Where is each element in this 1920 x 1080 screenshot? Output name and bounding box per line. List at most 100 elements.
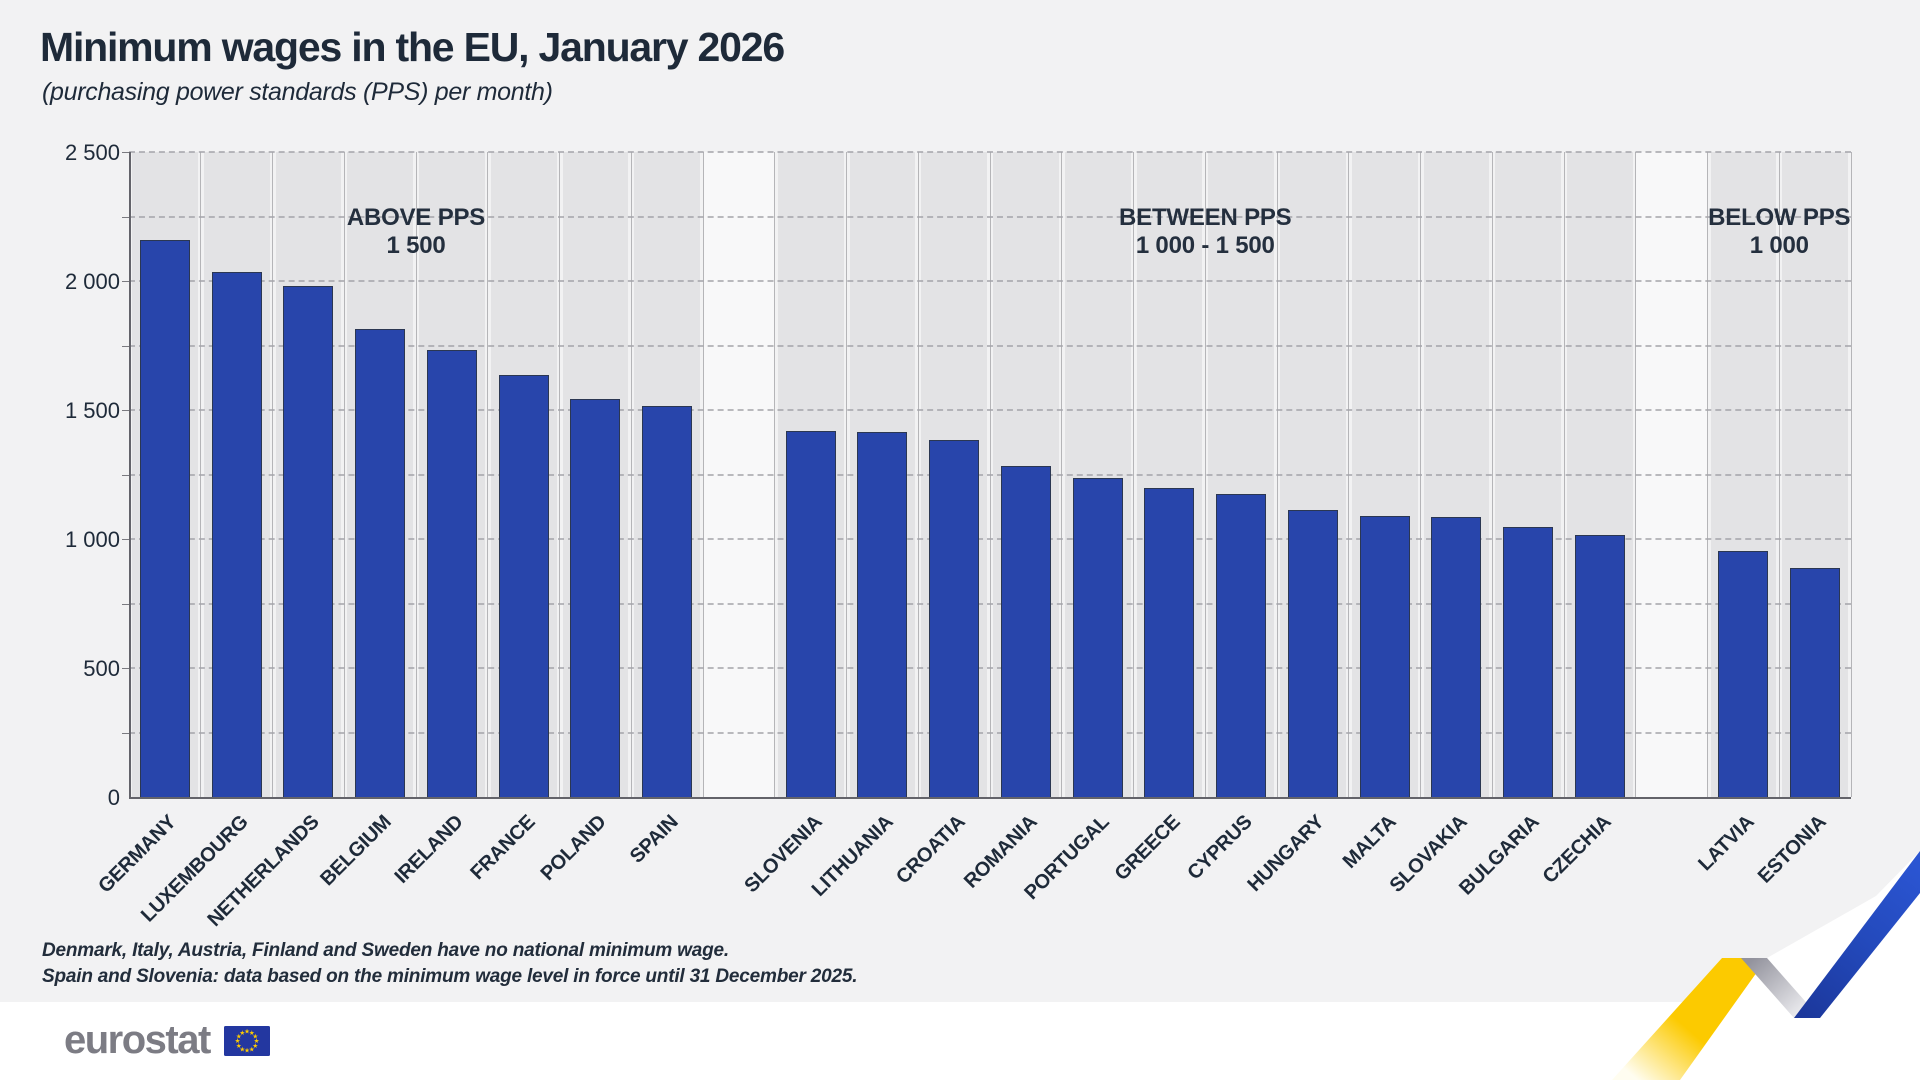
bar-cyprus — [1216, 493, 1267, 797]
bar-hungary — [1287, 509, 1338, 797]
ribbon-blue-segment — [1794, 851, 1920, 1018]
footnote-line-2: Spain and Slovenia: data based on the mi… — [42, 966, 858, 987]
column-separator-line — [1850, 152, 1852, 797]
gridline-2250 — [129, 215, 1851, 218]
country-label-hungary: HUNGARY — [1243, 811, 1329, 897]
bar-slovenia — [785, 430, 836, 797]
bar-chart-plot-area: GERMANY LUXEMBOURG NETHERLANDS BELGIUM IRELA… — [94, 151, 1852, 931]
country-label-spain: SPAIN — [626, 811, 683, 868]
ribbon-yellow-segment — [1612, 958, 1767, 1080]
bar-slovakia — [1431, 516, 1482, 797]
y-axis-tick — [122, 216, 129, 218]
flag-star: ★ — [236, 1041, 242, 1049]
country-label-ireland: IRELAND — [390, 811, 468, 888]
y-axis-tick — [122, 539, 129, 540]
bar-netherlands — [283, 286, 334, 797]
group-label-text: ABOVE PPS — [346, 204, 486, 231]
y-tick-label-1000: 1 000 — [64, 527, 120, 552]
bar-estonia — [1790, 568, 1841, 797]
ribbon-gray-fold — [1741, 958, 1820, 1018]
flag-star: ★ — [239, 1045, 245, 1053]
gridline-2000 — [129, 280, 1851, 282]
bar-czechia — [1574, 534, 1625, 797]
bar-poland — [570, 398, 621, 797]
gridline-2500 — [129, 151, 1851, 153]
country-label-bulgaria: BULGARIA — [1455, 811, 1544, 900]
footnote-line-1: Denmark, Italy, Austria, Finland and Swe… — [42, 940, 729, 961]
country-label-poland: POLAND — [536, 811, 611, 886]
page-subtitle: (purchasing power standards (PPS) per mo… — [42, 78, 553, 106]
flag-star: ★ — [252, 1032, 258, 1040]
bar-spain — [642, 406, 693, 797]
y-tick-label-0: 0 — [107, 785, 120, 810]
page-title: Minimum wages in the EU, January 2026 — [40, 24, 785, 70]
bar-ireland — [426, 350, 477, 797]
country-label-greece: GREECE — [1110, 811, 1185, 886]
group-label-text: BELOW PPS — [1708, 204, 1851, 231]
flag-star: ★ — [239, 1028, 245, 1036]
group-label-0: ABOVE PPS 1 500 — [246, 204, 586, 260]
flag-star: ★ — [249, 1045, 255, 1053]
bar-belgium — [355, 329, 406, 797]
gridline-1500 — [129, 409, 1851, 411]
gridline-1750 — [129, 344, 1851, 347]
eurostat-logo-text: eurostat — [64, 1018, 211, 1062]
bar-lithuania — [857, 432, 908, 797]
country-label-netherlands: NETHERLANDS — [203, 811, 324, 932]
y-axis-tick — [122, 410, 129, 411]
country-label-croatia: CROATIA — [892, 811, 970, 889]
flag-star: ★ — [244, 1046, 250, 1054]
gridline-1000 — [129, 538, 1851, 540]
gridline-1250 — [129, 473, 1851, 476]
group-label-2: BELOW PPS 1 000 — [1609, 204, 1920, 260]
bar-croatia — [929, 440, 980, 797]
y-tick-label-2000: 2 000 — [64, 269, 120, 294]
eurostat-logo: eurostat ★ ★ ★ ★ ★ ★ ★ ★ ★ ★ ★ ★ — [64, 1018, 270, 1063]
eurostat-ribbon-decoration — [1612, 851, 1920, 1080]
gridline-250 — [129, 731, 1851, 734]
bar-greece — [1144, 487, 1195, 797]
country-label-malta: MALTA — [1338, 811, 1401, 873]
y-axis-tick — [122, 152, 129, 153]
flag-star: ★ — [244, 1027, 250, 1035]
flag-star: ★ — [236, 1032, 242, 1040]
bar-latvia — [1718, 550, 1769, 797]
y-axis-tick — [122, 732, 129, 734]
group-label-1: BETWEEN PPS 1 000 - 1 500 — [1035, 204, 1375, 260]
country-label-slovakia: SLOVAKIA — [1386, 811, 1472, 897]
bar-malta — [1359, 515, 1410, 797]
y-tick-label-2500: 2 500 — [64, 140, 120, 165]
group-label-text: 1 500 — [386, 232, 446, 259]
chart-canvas: Minimum wages in the EU, January 2026 (p… — [0, 0, 1920, 1002]
country-label-luxembourg: LUXEMBOURG — [136, 811, 253, 927]
bar-portugal — [1072, 477, 1123, 797]
country-label-cyprus: CYPRUS — [1183, 811, 1257, 885]
y-axis-tick — [122, 668, 129, 669]
y-tick-label-1500: 1 500 — [64, 398, 120, 423]
x-axis-baseline — [129, 797, 1851, 799]
bar-france — [498, 374, 549, 797]
country-label-france: FRANCE — [465, 811, 540, 885]
y-axis-tick — [122, 281, 129, 282]
country-label-romania: ROMANIA — [959, 811, 1042, 893]
y-tick-label-500: 500 — [83, 656, 120, 681]
y-axis-line — [129, 152, 131, 797]
bar-bulgaria — [1503, 527, 1554, 797]
country-label-belgium: BELGIUM — [316, 811, 396, 891]
group-label-text: 1 000 - 1 500 — [1135, 232, 1275, 259]
flag-star: ★ — [252, 1041, 258, 1049]
flag-star: ★ — [234, 1037, 240, 1045]
bar-luxembourg — [211, 271, 262, 797]
country-label-germany: GERMANY — [94, 811, 181, 898]
country-label-lithuania: LITHUANIA — [808, 811, 898, 901]
gridline-500 — [129, 667, 1851, 669]
gridline-750 — [129, 602, 1851, 605]
flag-star: ★ — [249, 1028, 255, 1036]
country-label-slovenia: SLOVENIA — [740, 811, 827, 898]
group-label-text: BETWEEN PPS — [1119, 204, 1292, 231]
bar-germany — [139, 239, 190, 797]
y-axis-tick — [122, 345, 129, 347]
y-axis-tick — [122, 474, 129, 476]
country-label-portugal: PORTUGAL — [1019, 811, 1114, 905]
